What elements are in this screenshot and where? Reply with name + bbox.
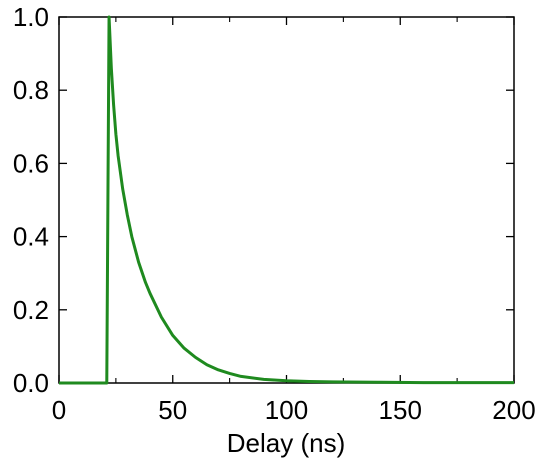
x-tick-label: 50 xyxy=(158,395,187,425)
x-tick-label: 200 xyxy=(492,395,535,425)
y-tick-label: 0.8 xyxy=(13,75,49,105)
series-layer xyxy=(59,15,514,385)
x-tick-label: 100 xyxy=(265,395,308,425)
x-axis-tick-labels: 0 50 100 150 200 xyxy=(52,395,536,425)
y-axis-ticks xyxy=(59,16,514,384)
series-line-0 xyxy=(59,15,514,385)
x-axis-ticks xyxy=(58,17,515,383)
plot-frame xyxy=(58,16,515,384)
y-axis-tick-labels: 0.0 0.2 0.4 0.6 0.8 1.0 xyxy=(13,2,49,398)
x-axis-title: Delay (ns) xyxy=(227,428,345,458)
y-tick-label: 0.6 xyxy=(13,148,49,178)
x-tick-label: 150 xyxy=(379,395,422,425)
y-tick-label: 0.0 xyxy=(13,368,49,398)
y-tick-label: 0.4 xyxy=(13,222,49,252)
x-tick-label: 0 xyxy=(52,395,66,425)
y-tick-label: 1.0 xyxy=(13,2,49,32)
y-tick-label: 0.2 xyxy=(13,295,49,325)
